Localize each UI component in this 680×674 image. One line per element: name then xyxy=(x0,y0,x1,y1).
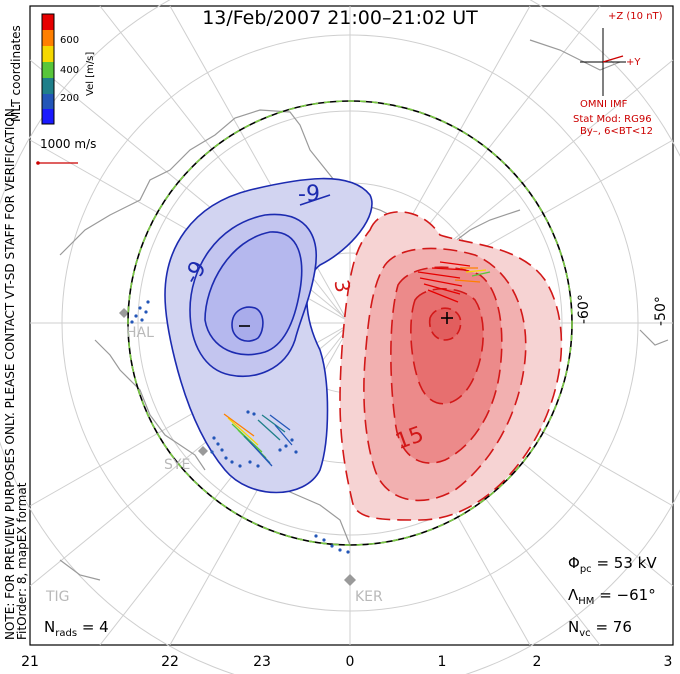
nrads-subscript: rads xyxy=(55,628,78,639)
scatter-points-dusk xyxy=(130,300,350,554)
nrads-symbol: N xyxy=(44,618,56,636)
imf-y-label: +Y xyxy=(626,57,641,68)
mlt-tick-1: 1 xyxy=(437,654,447,670)
mlt-tick-3: 3 xyxy=(663,654,673,670)
velocity-vectors-dusk xyxy=(223,413,293,467)
velocity-colorbar xyxy=(41,13,55,125)
mlt-tick-0: 0 xyxy=(345,654,355,670)
colorbar-segment xyxy=(42,14,54,30)
mlt-tick-22: 22 xyxy=(161,654,179,670)
colorbar-segment xyxy=(42,62,54,78)
station-label-sye: SYE xyxy=(164,457,191,473)
colorbar-segment xyxy=(42,78,54,94)
colorbar-tick-400: 400 xyxy=(60,65,80,76)
colorbar-segment xyxy=(42,46,54,62)
colorbar-segment xyxy=(42,30,54,46)
nvc-readout: Nvc = 76 xyxy=(568,620,632,639)
nvc-symbol: N xyxy=(568,618,580,636)
fit-order-note: FitOrder: 8, mapEX format xyxy=(15,482,29,640)
phi-symbol: Φ xyxy=(568,554,580,572)
nvc-value: = 76 xyxy=(595,618,632,636)
mlt-tick-21: 21 xyxy=(21,654,39,670)
map-title: 13/Feb/2007 21:00–21:02 UT xyxy=(202,7,478,29)
scale-vector-label: 1000 m/s xyxy=(40,137,97,151)
station-marker-ker xyxy=(344,574,356,586)
phi-subscript: pc xyxy=(579,564,592,575)
coordinates-note: MLT coordinates xyxy=(9,25,23,122)
colorbar-tick-200: 200 xyxy=(60,93,80,104)
station-marker-sye xyxy=(198,446,208,456)
mlt-tick-2: 2 xyxy=(532,654,542,670)
station-label-ker: KER xyxy=(355,589,383,605)
station-label-tig: TIG xyxy=(46,589,70,605)
station-markers xyxy=(119,308,356,586)
positive-cell-core xyxy=(410,288,484,405)
nrads-value: = 4 xyxy=(81,618,109,636)
scale-vector xyxy=(36,161,78,165)
nrads-readout: Nrads = 4 xyxy=(44,620,109,639)
colorbar-tick-600: 600 xyxy=(60,35,80,46)
hm-boundary-dash xyxy=(127,100,573,546)
lambda-value: = −61° xyxy=(599,586,656,604)
imf-dial xyxy=(580,28,626,96)
colorbar-segment xyxy=(42,94,54,109)
landmass-outline xyxy=(59,39,669,581)
potential-max-marker xyxy=(441,312,453,324)
stat-model-line1: Stat Mod: RG96 xyxy=(573,114,652,125)
lat-label-50: -50° xyxy=(653,296,669,326)
imf-top-label: +Z (10 nT) xyxy=(608,11,663,22)
negative-cell-dash xyxy=(299,194,331,206)
mlt-tick-23: 23 xyxy=(253,654,271,670)
station-marker-hal xyxy=(119,308,129,318)
stat-model-line2: By–, 6<BT<12 xyxy=(580,126,653,137)
lambda-symbol: Λ xyxy=(568,586,579,604)
phi-pc-readout: Φpc = 53 kV xyxy=(568,556,657,575)
negative-cell-inner xyxy=(204,231,303,356)
negative-cell-core xyxy=(231,306,264,342)
colorbar-segment xyxy=(42,109,54,124)
imf-source-label: OMNI IMF xyxy=(580,99,628,110)
lambda-subscript: HM xyxy=(578,596,595,607)
velocity-vectors-dawn xyxy=(417,261,491,303)
colorbar-label: Vel [m/s] xyxy=(85,51,96,96)
station-label-hal: HAL xyxy=(126,325,154,341)
positive-cell-center xyxy=(428,307,462,341)
plot-frame xyxy=(29,5,674,646)
lat-label-60: -60° xyxy=(576,294,592,324)
phi-value: = 53 kV xyxy=(596,554,657,572)
contour-label-neg: -9 xyxy=(298,182,320,207)
lambda-hm-readout: ΛHM = −61° xyxy=(568,588,656,607)
nvc-subscript: vc xyxy=(579,628,591,639)
